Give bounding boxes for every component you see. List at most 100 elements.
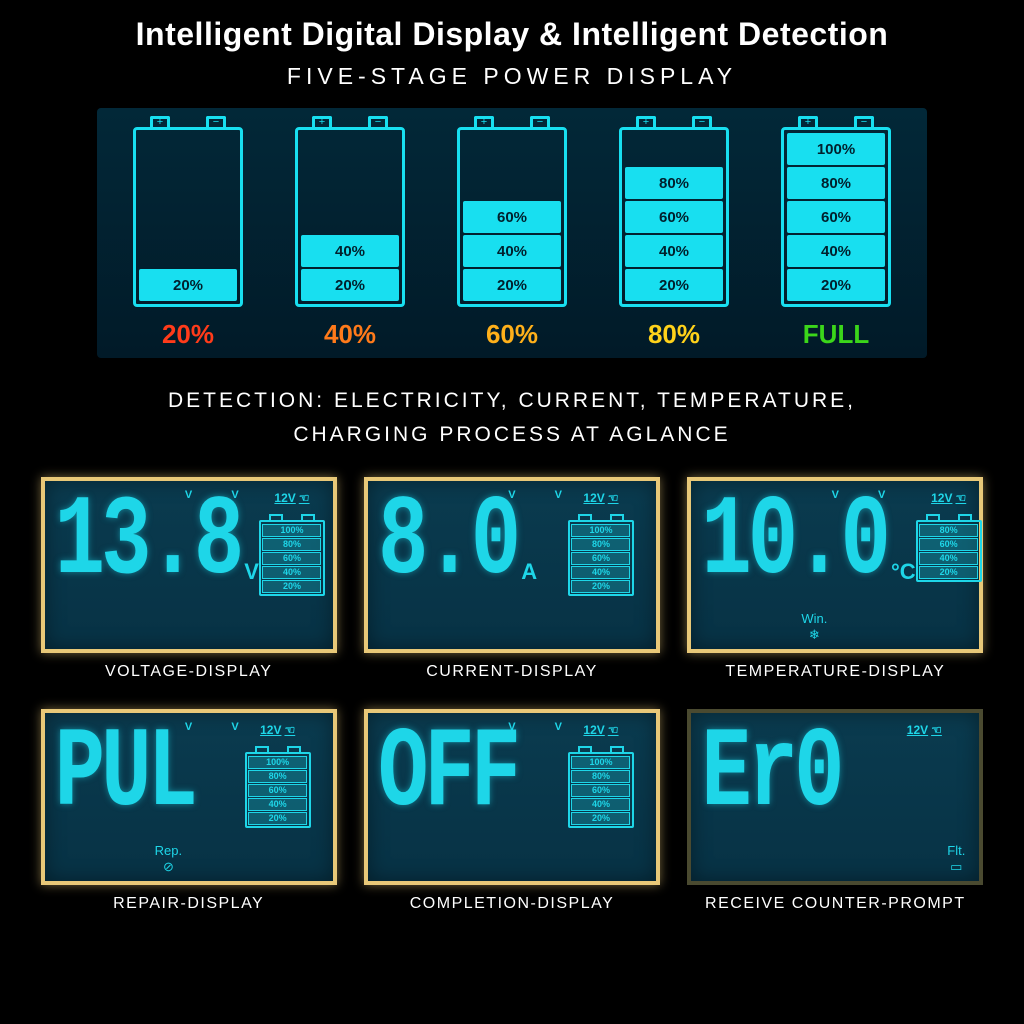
battery-stage-4: +−20%40%60%80% 80% [619, 127, 729, 350]
lcd-panel: OFF 12V☜ 20%40%60%80%100% V V [364, 709, 660, 885]
mini-battery-bar: 20% [571, 580, 630, 593]
mode-indicator: 12V☜ [931, 491, 966, 505]
mini-battery-icon: 20%40%60%80%100% [259, 520, 325, 596]
mini-battery-bar: 20% [262, 580, 321, 593]
terminal-negative-icon: − [530, 116, 550, 128]
lcd-screen-3: 10.0°C12V☜20%40%60%80%V VWin.❄TEMPERATUR… [687, 477, 984, 681]
battery-icon: +−20%40%60%80% [619, 127, 729, 307]
battery-bar [139, 167, 237, 199]
readout-unit: °C [891, 559, 916, 585]
terminal-negative-icon: − [368, 116, 388, 128]
lcd-screen-1: 13.8V12V☜20%40%60%80%100%V VVOLTAGE-DISP… [40, 477, 337, 681]
battery-bar: 40% [625, 235, 723, 267]
hand-pointer-icon: ☜ [955, 491, 966, 505]
lcd-main-area: OFF [378, 721, 556, 873]
mini-battery-bar: 40% [571, 566, 630, 579]
seven-segment-readout: 13.8 [55, 495, 241, 591]
mini-battery-icon: 20%40%60%80%100% [568, 520, 634, 596]
mode-indicator: 12V☜ [583, 491, 618, 505]
note-icon: ⊘ [163, 859, 174, 875]
terminal-negative-icon: − [206, 116, 226, 128]
terminal-positive-icon: + [312, 116, 332, 128]
mini-battery-bar: 40% [248, 798, 307, 811]
mini-battery-bar: 20% [919, 566, 978, 579]
terminal-positive-icon: + [798, 116, 818, 128]
lcd-screen-4: PUL 12V☜ 20%40%60%80%100% V V Rep.⊘ REPAIR-DI… [40, 709, 337, 913]
lcd-main-area: Er0 [701, 721, 879, 873]
lcd-main-area: 13.8V [55, 489, 259, 641]
stage-label: 20% [162, 319, 214, 350]
battery-bar [463, 133, 561, 165]
battery-bar [139, 235, 237, 267]
mode-indicator: 12V☜ [260, 723, 295, 737]
mini-battery-bar: 80% [262, 538, 321, 551]
lcd-note: Rep.⊘ [155, 843, 182, 875]
seven-segment-readout: 10.0 [701, 495, 887, 591]
main-title: Intelligent Digital Display & Intelligen… [30, 16, 994, 53]
terminal-positive-icon: + [150, 116, 170, 128]
note-icon: ❄ [809, 627, 820, 643]
stage-label: 80% [648, 319, 700, 350]
seven-segment-readout: OFF [378, 727, 517, 823]
mini-battery-bar: 40% [571, 798, 630, 811]
mode-indicator: 12V☜ [583, 723, 618, 737]
screen-label: REPAIR-DISPLAY [113, 895, 264, 913]
voltage-marks: V V [185, 721, 257, 733]
mini-battery-icon: 20%40%60%80%100% [245, 752, 311, 828]
battery-bar: 40% [301, 235, 399, 267]
mini-battery-icon: 20%40%60%80%100% [568, 752, 634, 828]
battery-bar [139, 133, 237, 165]
hand-pointer-icon: ☜ [931, 723, 942, 737]
voltage-marks: V V [832, 489, 904, 501]
battery-icon: +−20%40%60%80%100% [781, 127, 891, 307]
lcd-screen-6: Er012V☜Flt.▭RECEIVE COUNTER-PROMPT [687, 709, 984, 913]
hand-pointer-icon: ☜ [284, 723, 295, 737]
battery-bar [301, 167, 399, 199]
seven-segment-readout: 8.0 [378, 495, 517, 591]
battery-stage-5: +−20%40%60%80%100%FULL [781, 127, 891, 350]
lcd-panel: 13.8V12V☜20%40%60%80%100%V V [41, 477, 337, 653]
terminal-positive-icon: + [636, 116, 656, 128]
battery-bar: 60% [625, 201, 723, 233]
battery-bar: 20% [139, 269, 237, 301]
mini-battery-bar: 40% [919, 552, 978, 565]
lcd-panel: PUL 12V☜ 20%40%60%80%100% V V Rep.⊘ [41, 709, 337, 885]
lcd-note: Win.❄ [801, 611, 827, 643]
lcd-main-area: PUL [55, 721, 233, 873]
battery-stage-2: +−20%40%40% [295, 127, 405, 350]
stage-label: 40% [324, 319, 376, 350]
detection-line-2: CHARGING PROCESS AT AGLANCE [293, 423, 730, 446]
lcd-side-panel: 12V☜ 20%40%60%80%100% [556, 489, 646, 641]
battery-bar: 40% [787, 235, 885, 267]
hand-pointer-icon: ☜ [608, 491, 619, 505]
mini-battery-bar: 60% [248, 784, 307, 797]
note-icon: ▭ [950, 859, 962, 875]
battery-bar: 40% [463, 235, 561, 267]
screen-label: RECEIVE COUNTER-PROMPT [705, 895, 966, 913]
battery-icon: +−20%40% [295, 127, 405, 307]
hand-pointer-icon: ☜ [299, 491, 310, 505]
battery-stage-3: +−20%40%60%60% [457, 127, 567, 350]
battery-bar [463, 167, 561, 199]
stage-label: 60% [486, 319, 538, 350]
mini-battery-bar: 80% [571, 770, 630, 783]
battery-bar [301, 201, 399, 233]
terminal-positive-icon: + [474, 116, 494, 128]
terminal-negative-icon: − [854, 116, 874, 128]
lcd-screens-grid: 13.8V12V☜20%40%60%80%100%V VVOLTAGE-DISP… [30, 477, 994, 913]
screen-label: VOLTAGE-DISPLAY [105, 663, 272, 681]
voltage-marks: V V [508, 721, 580, 733]
mini-battery-bar: 60% [571, 552, 630, 565]
lcd-panel: 8.0A12V☜20%40%60%80%100%V V [364, 477, 660, 653]
readout-unit: V [244, 559, 259, 585]
mini-battery-bar: 100% [571, 756, 630, 769]
battery-bar: 80% [787, 167, 885, 199]
battery-bar: 20% [625, 269, 723, 301]
detection-title: DETECTION: ELECTRICITY, CURRENT, TEMPERA… [30, 384, 994, 451]
mini-battery-icon: 20%40%60%80% [916, 520, 982, 582]
mode-indicator: 12V☜ [907, 723, 942, 737]
mini-battery-bar: 100% [262, 524, 321, 537]
hand-pointer-icon: ☜ [608, 723, 619, 737]
lcd-panel: 10.0°C 12V☜ 20%40%60%80% V V Win.❄ [687, 477, 983, 653]
mini-battery-bar: 60% [262, 552, 321, 565]
